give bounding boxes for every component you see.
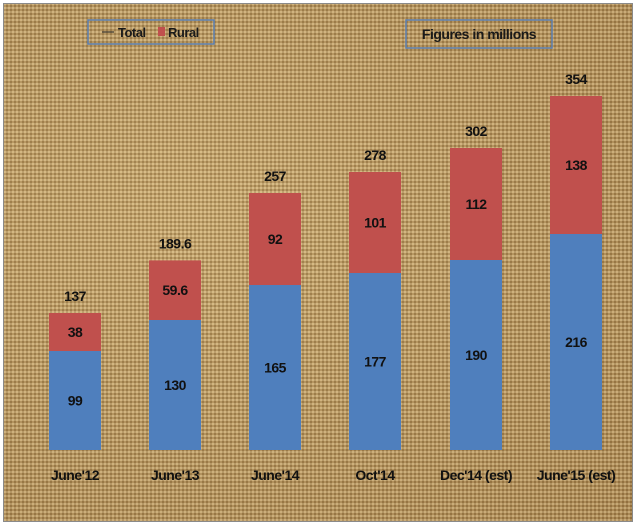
label-total-4: 302	[465, 123, 488, 139]
bar-rural-1	[149, 260, 201, 320]
category-label-2: June'14	[251, 467, 300, 483]
bar-total-2	[249, 285, 301, 450]
label-total-0: 137	[64, 288, 87, 304]
bar-total-0	[49, 351, 101, 450]
stacked-bar-chart: Total Rural Figures in millions 99 38 137 J…	[49, 19, 616, 483]
label-total-2: 257	[264, 168, 287, 184]
label-total-1: 189.6	[159, 235, 192, 251]
labels-group: 99 38 137 June'12 130 59.6 189.6 June'13 165 92 25…	[51, 71, 616, 483]
legend-rural-swatch	[158, 27, 165, 36]
bar-rural-3	[349, 172, 401, 273]
label-total-part-4: 190	[465, 347, 488, 363]
label-rural-4: 112	[465, 196, 487, 212]
bar-rural-5	[550, 96, 602, 234]
label-rural-5: 138	[565, 157, 588, 173]
bar-rural-0	[49, 313, 101, 351]
legend: Total Rural	[87, 19, 215, 45]
category-label-1: June'13	[151, 467, 200, 483]
bar-total-4	[450, 260, 502, 450]
bar-total-5	[550, 234, 602, 450]
label-total-part-0: 99	[68, 393, 83, 409]
label-rural-2: 92	[268, 231, 283, 247]
category-label-0: June'12	[51, 467, 100, 483]
legend-total-label: Total	[118, 25, 146, 40]
bar-total-3	[349, 273, 401, 450]
chart-frame: Total Rural Figures in millions 99 38 137 J…	[3, 3, 633, 522]
label-total-part-2: 165	[264, 360, 287, 376]
bar-total-1	[149, 320, 201, 450]
legend-rural-label: Rural	[168, 25, 199, 40]
bar-rural-2	[249, 193, 301, 285]
category-label-3: Oct'14	[355, 467, 395, 483]
label-total-3: 278	[364, 147, 387, 163]
bar-rural-4	[450, 148, 502, 260]
label-rural-3: 101	[364, 215, 387, 231]
label-total-5: 354	[565, 71, 588, 87]
label-rural-1: 59.6	[162, 282, 188, 298]
label-total-part-5: 216	[565, 334, 588, 350]
category-label-5: June'15 (est)	[537, 467, 616, 483]
label-total-part-1: 130	[164, 377, 187, 393]
label-total-part-3: 177	[364, 354, 387, 370]
category-label-4: Dec'14 (est)	[440, 467, 512, 483]
units-note: Figures in millions	[405, 19, 553, 49]
units-note-text: Figures in millions	[422, 26, 537, 42]
bars-group	[49, 96, 602, 450]
label-rural-0: 38	[68, 324, 83, 340]
